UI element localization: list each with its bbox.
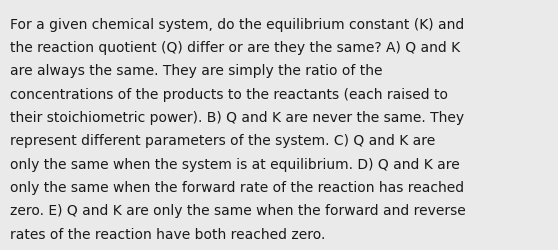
Text: represent different parameters of the system. C) Q and K are: represent different parameters of the sy… [10, 134, 435, 148]
Text: their stoichiometric power). B) Q and K are never the same. They: their stoichiometric power). B) Q and K … [10, 110, 464, 124]
Text: zero. E) Q and K are only the same when the forward and reverse: zero. E) Q and K are only the same when … [10, 204, 466, 218]
Text: For a given chemical system, do the equilibrium constant (K) and: For a given chemical system, do the equi… [10, 18, 464, 32]
Text: only the same when the system is at equilibrium. D) Q and K are: only the same when the system is at equi… [10, 157, 460, 171]
Text: concentrations of the products to the reactants (each raised to: concentrations of the products to the re… [10, 87, 448, 101]
Text: the reaction quotient (Q) differ or are they the same? A) Q and K: the reaction quotient (Q) differ or are … [10, 41, 460, 55]
Text: rates of the reaction have both reached zero.: rates of the reaction have both reached … [10, 227, 325, 241]
Text: are always the same. They are simply the ratio of the: are always the same. They are simply the… [10, 64, 383, 78]
Text: only the same when the forward rate of the reaction has reached: only the same when the forward rate of t… [10, 180, 464, 194]
